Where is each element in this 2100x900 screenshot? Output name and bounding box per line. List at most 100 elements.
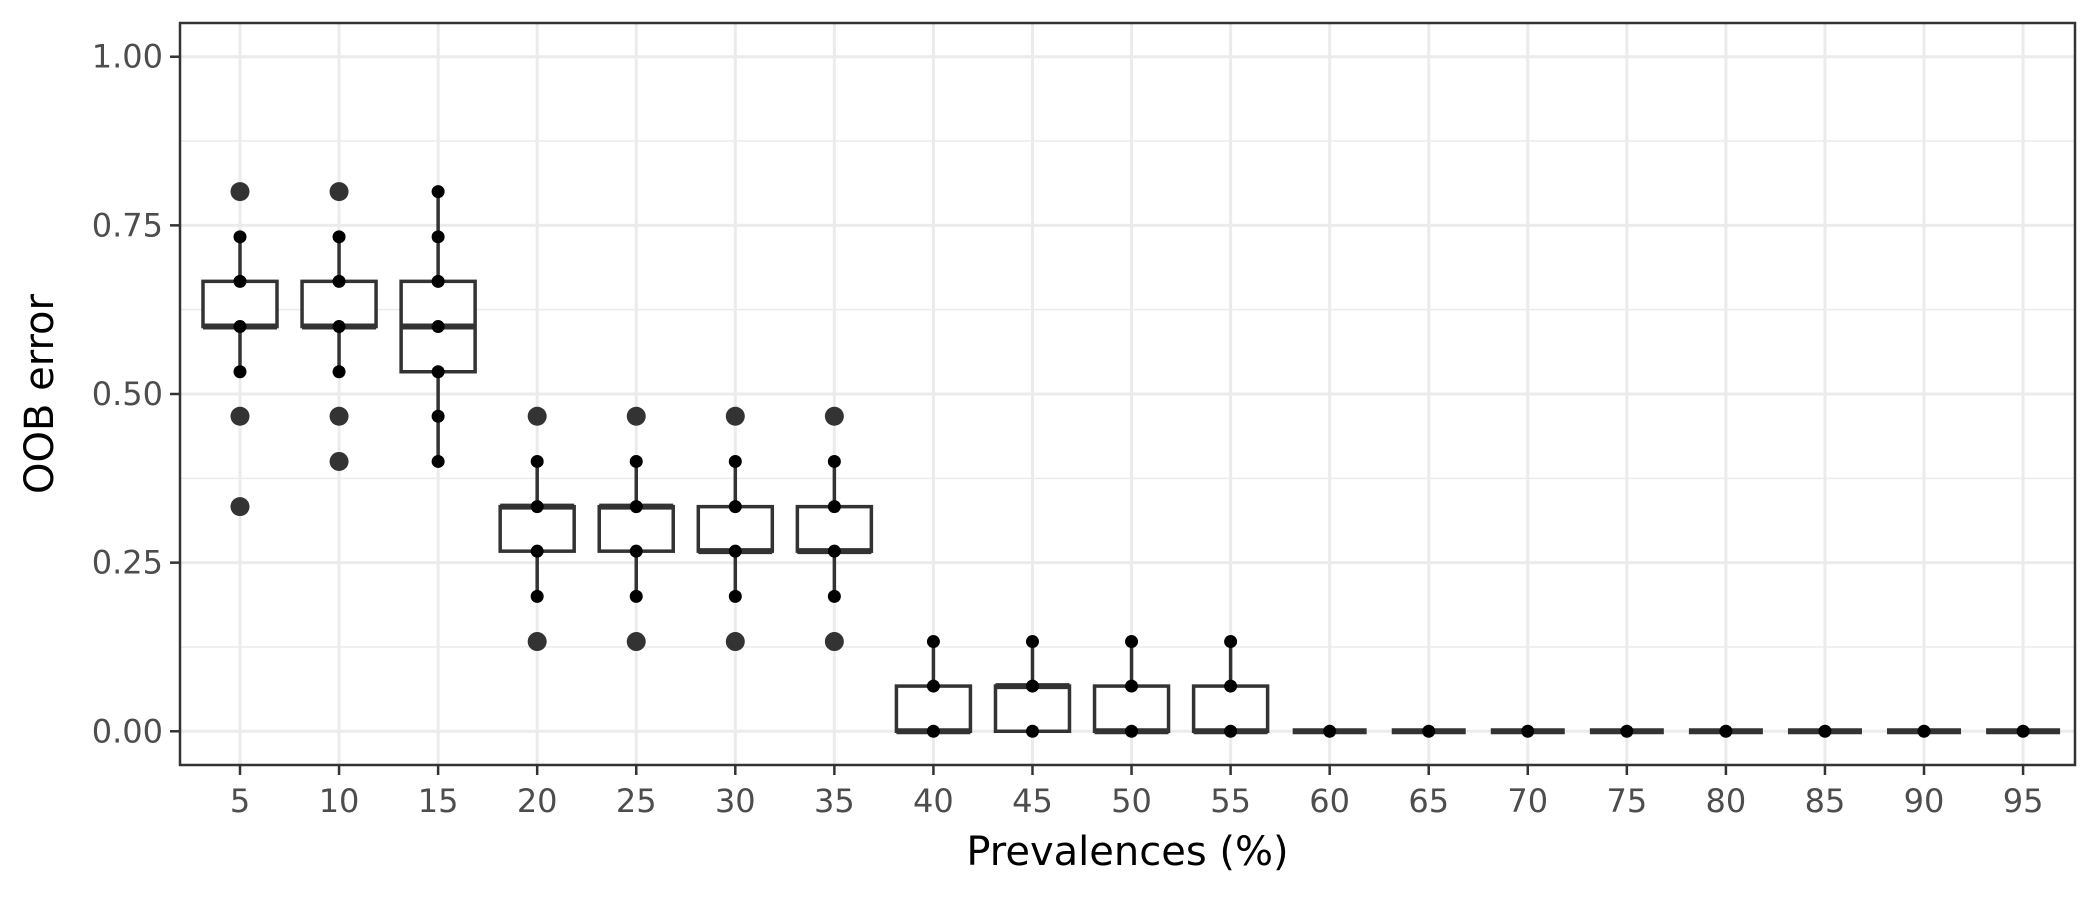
data-point xyxy=(728,589,742,603)
box-10 xyxy=(300,236,378,372)
data-point xyxy=(233,365,247,379)
box-25 xyxy=(597,461,675,597)
y-tick-label: 0.25 xyxy=(92,544,163,582)
box-body xyxy=(597,504,675,553)
data-point xyxy=(827,589,841,603)
data-point xyxy=(1719,724,1733,738)
data-point xyxy=(728,544,742,558)
x-tick-label: 90 xyxy=(1904,782,1945,820)
outlier-point xyxy=(626,406,646,426)
outlier-point xyxy=(329,451,349,471)
outlier-point xyxy=(725,632,745,652)
data-point xyxy=(332,230,346,244)
data-point xyxy=(827,500,841,514)
grid-lines xyxy=(180,23,2075,765)
data-point xyxy=(926,635,940,649)
box-body xyxy=(201,279,279,329)
y-tick-label: 1.00 xyxy=(92,38,163,76)
x-tick-label: 35 xyxy=(814,782,855,820)
data-point xyxy=(1422,724,1436,738)
box-body xyxy=(498,504,576,553)
outlier-point xyxy=(230,406,250,426)
data-point xyxy=(1125,679,1139,693)
x-tick-label: 40 xyxy=(913,782,954,820)
y-tick-label: 0.50 xyxy=(92,375,163,413)
data-point xyxy=(530,589,544,603)
data-point xyxy=(728,454,742,468)
data-point xyxy=(431,274,445,288)
data-point xyxy=(332,274,346,288)
x-tick-label: 50 xyxy=(1111,782,1152,820)
outlier-point xyxy=(527,632,547,652)
data-point xyxy=(827,544,841,558)
x-tick-label: 75 xyxy=(1606,782,1647,820)
data-point xyxy=(1521,724,1535,738)
outlier-point xyxy=(329,182,349,202)
data-point xyxy=(1025,724,1039,738)
data-point xyxy=(1818,724,1832,738)
data-point xyxy=(530,500,544,514)
data-point xyxy=(1025,635,1039,649)
y-tick-label: 0.00 xyxy=(92,712,163,750)
x-axis-title: Prevalences (%) xyxy=(966,829,1288,875)
data-point xyxy=(629,589,643,603)
data-point xyxy=(530,454,544,468)
box-body xyxy=(1092,684,1171,734)
data-point xyxy=(332,320,346,334)
y-tick-label: 0.75 xyxy=(92,206,163,244)
data-point xyxy=(1917,724,1931,738)
x-tick-label: 15 xyxy=(418,782,459,820)
box-body xyxy=(300,279,378,329)
data-point xyxy=(530,544,544,558)
box-body xyxy=(795,504,874,553)
box-5 xyxy=(201,236,279,372)
data-point xyxy=(431,185,445,199)
x-tick-label: 60 xyxy=(1309,782,1350,820)
x-tick-label: 30 xyxy=(715,782,756,820)
x-tick-label: 45 xyxy=(1012,782,1053,820)
outlier-point xyxy=(725,406,745,426)
x-tick-label: 80 xyxy=(1706,782,1747,820)
data-point xyxy=(1025,679,1039,693)
data-point xyxy=(1125,635,1139,649)
data-point xyxy=(1125,724,1139,738)
box-body xyxy=(696,504,775,553)
data-point xyxy=(629,500,643,514)
data-point xyxy=(1323,724,1337,738)
data-point xyxy=(2016,724,2030,738)
data-point xyxy=(431,320,445,334)
x-tick-label: 10 xyxy=(319,782,360,820)
box-body xyxy=(1191,684,1270,734)
data-point xyxy=(629,454,643,468)
box-20 xyxy=(498,461,576,597)
data-point xyxy=(233,274,247,288)
box-35 xyxy=(795,461,874,597)
data-point xyxy=(827,454,841,468)
data-point xyxy=(431,230,445,244)
data-points xyxy=(230,182,2030,738)
data-point xyxy=(1224,724,1238,738)
data-point xyxy=(629,544,643,558)
data-point xyxy=(1224,635,1238,649)
x-tick-label: 5 xyxy=(230,782,250,820)
outlier-point xyxy=(824,632,844,652)
data-point xyxy=(233,320,247,334)
data-point xyxy=(431,365,445,379)
box-30 xyxy=(696,461,775,597)
data-point xyxy=(926,679,940,693)
x-tick-label: 70 xyxy=(1507,782,1548,820)
x-tick-label: 20 xyxy=(517,782,558,820)
y-axis-title: OOB error xyxy=(17,293,63,494)
x-tick-label: 25 xyxy=(616,782,657,820)
box-body xyxy=(894,684,973,734)
x-tick-label: 65 xyxy=(1408,782,1449,820)
data-point xyxy=(332,365,346,379)
data-point xyxy=(431,409,445,423)
outlier-point xyxy=(527,406,547,426)
data-point xyxy=(926,724,940,738)
axes: 0.00 0.25 0.50 0.75 1.00 5 10 15 20 25 30 35 40 45 50 5… xyxy=(92,38,2044,820)
data-point xyxy=(431,454,445,468)
data-point xyxy=(1224,679,1238,693)
